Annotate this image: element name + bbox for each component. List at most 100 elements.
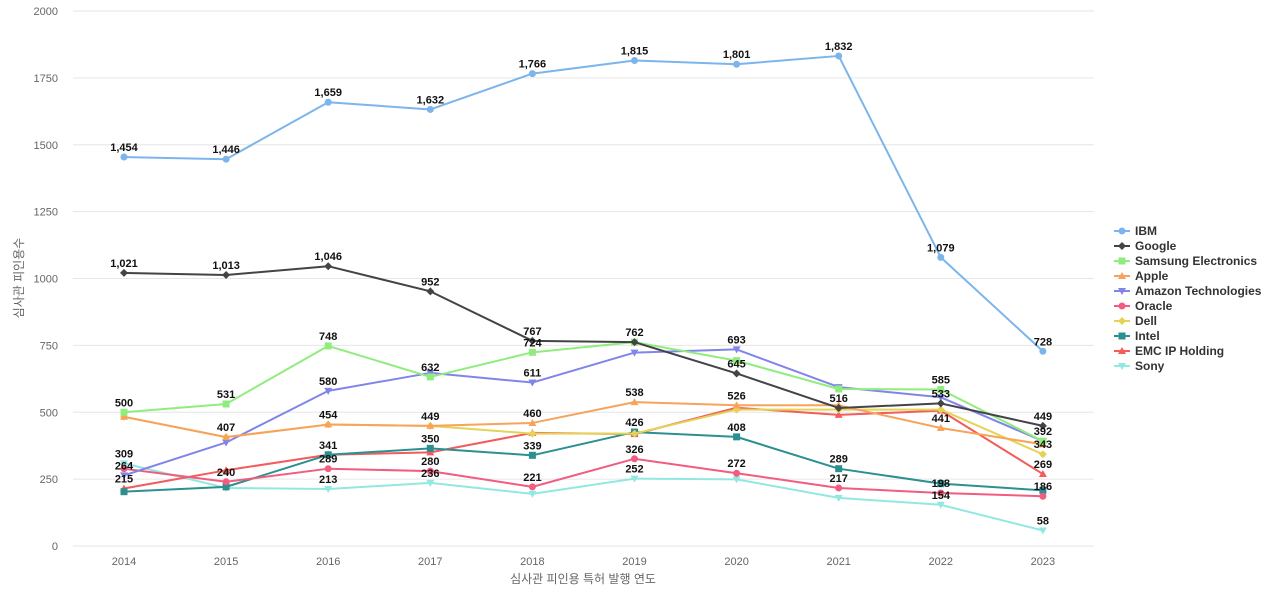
data-point-samsung-electronics [324, 342, 332, 350]
y-tick-label: 2000 [34, 6, 58, 18]
data-point-ibm [222, 155, 230, 163]
legend-item-sony[interactable]: Sony [1114, 359, 1165, 373]
data-label-oracle: 326 [625, 444, 643, 456]
data-label-amazon-technologies: 264 [115, 460, 134, 472]
y-tick-label: 1500 [34, 140, 58, 152]
x-tick-label: 2022 [929, 556, 953, 568]
x-tick-label: 2014 [112, 556, 136, 568]
data-point-sony [1038, 527, 1047, 535]
legend-marker-amazon-technologies [1118, 288, 1126, 295]
data-label-ibm: 1,766 [519, 59, 547, 71]
data-point-oracle [426, 467, 434, 475]
data-point-emc-ip-holding [426, 448, 435, 456]
data-label-samsung-electronics: 632 [421, 362, 439, 374]
data-point-google [528, 336, 537, 345]
data-point-sony [834, 494, 843, 502]
data-label-intel: 341 [319, 440, 337, 452]
data-label-oracle: 221 [523, 472, 541, 484]
data-point-emc-ip-holding [1038, 470, 1047, 478]
series-line-ibm [123, 54, 1044, 352]
data-point-intel [835, 465, 843, 473]
data-label-google: 762 [625, 327, 643, 339]
legend-item-amazon-technologies[interactable]: Amazon Technologies [1114, 284, 1262, 298]
data-point-intel [120, 488, 128, 496]
data-label-emc-ip-holding: 269 [1034, 459, 1052, 471]
legend-item-apple[interactable]: Apple [1114, 269, 1169, 283]
legend-label-dell: Dell [1135, 314, 1157, 328]
data-point-amazon-technologies [936, 394, 945, 402]
data-label-intel: 408 [727, 422, 745, 434]
data-label-google: 952 [421, 276, 439, 288]
data-label-apple: 454 [319, 410, 338, 422]
data-label-intel: 289 [830, 454, 848, 466]
data-point-amazon-technologies [630, 349, 639, 357]
legend-marker-oracle [1118, 302, 1126, 310]
y-tick-label: 1250 [34, 207, 58, 219]
data-point-oracle [937, 489, 945, 497]
data-label-google: 1,046 [314, 251, 342, 263]
data-label-google: 1,013 [212, 260, 240, 272]
data-point-sony [630, 475, 639, 483]
legend-label-ibm: IBM [1135, 224, 1157, 238]
data-label-ibm: 1,446 [212, 144, 240, 156]
data-point-oracle [528, 483, 536, 491]
series-line-samsung-electronics [123, 341, 1044, 443]
data-point-amazon-technologies [426, 369, 435, 377]
data-point-intel [733, 433, 741, 441]
data-point-samsung-electronics [426, 373, 434, 381]
data-point-apple [324, 420, 333, 428]
data-point-oracle [120, 465, 128, 473]
data-point-samsung-electronics [120, 408, 128, 416]
legend-marker-apple [1118, 272, 1126, 279]
legend-item-ibm[interactable]: IBM [1114, 224, 1157, 238]
legend-item-intel[interactable]: Intel [1114, 329, 1160, 343]
data-point-oracle [733, 469, 741, 477]
legend-marker-google [1118, 242, 1126, 250]
y-tick-label: 0 [52, 541, 58, 553]
data-label-samsung-electronics: 585 [932, 375, 950, 387]
data-label-amazon-technologies: 611 [524, 368, 542, 380]
x-tick-label: 2016 [316, 556, 340, 568]
legend-item-emc-ip-holding[interactable]: EMC IP Holding [1114, 344, 1224, 358]
x-tick-label: 2018 [520, 556, 544, 568]
series-line-oracle [123, 457, 1043, 498]
data-label-sony: 309 [115, 448, 133, 460]
data-label-oracle: 186 [1034, 481, 1052, 493]
data-point-samsung-electronics [528, 348, 536, 356]
data-label-ibm: 1,454 [110, 142, 138, 154]
data-point-ibm [631, 56, 638, 64]
legend-marker-ibm [1118, 227, 1126, 235]
legend-item-google[interactable]: Google [1114, 239, 1177, 253]
series-line-sony [123, 462, 1044, 532]
data-point-sony [120, 460, 128, 468]
data-label-emc-ip-holding: 215 [115, 473, 133, 485]
data-point-sony [936, 501, 945, 509]
legend-item-dell[interactable]: Dell [1114, 314, 1157, 328]
data-label-sony: 236 [421, 468, 439, 480]
series-google [120, 262, 1047, 430]
data-point-intel [528, 451, 536, 459]
x-tick-label: 2020 [724, 556, 748, 568]
y-tick-label: 1750 [34, 73, 58, 85]
data-label-sony: 58 [1037, 515, 1049, 527]
legend-item-oracle[interactable]: Oracle [1114, 299, 1173, 313]
legend-label-oracle: Oracle [1135, 299, 1173, 313]
data-label-oracle: 289 [319, 454, 337, 466]
x-axis-ticks: 2014 2015 2016 2017 2018 2019 2020 2021 2022 2023 [112, 556, 1055, 568]
data-point-oracle [222, 478, 230, 486]
data-label-oracle: 240 [217, 467, 235, 479]
legend-marker-intel [1118, 332, 1126, 340]
data-label-google: 516 [830, 393, 848, 405]
legend-item-samsung-electronics[interactable]: Samsung Electronics [1114, 254, 1257, 268]
data-label-oracle: 272 [727, 458, 745, 470]
legend-marker-samsung-electronics [1118, 257, 1126, 265]
data-label-apple: 441 [932, 413, 950, 425]
data-point-oracle [835, 484, 843, 492]
data-point-apple [120, 412, 128, 420]
data-point-intel [324, 451, 332, 459]
legend-label-amazon-technologies: Amazon Technologies [1135, 284, 1262, 298]
data-point-ibm [120, 153, 128, 161]
data-label-sony: 252 [625, 464, 643, 476]
x-tick-label: 2017 [418, 556, 442, 568]
